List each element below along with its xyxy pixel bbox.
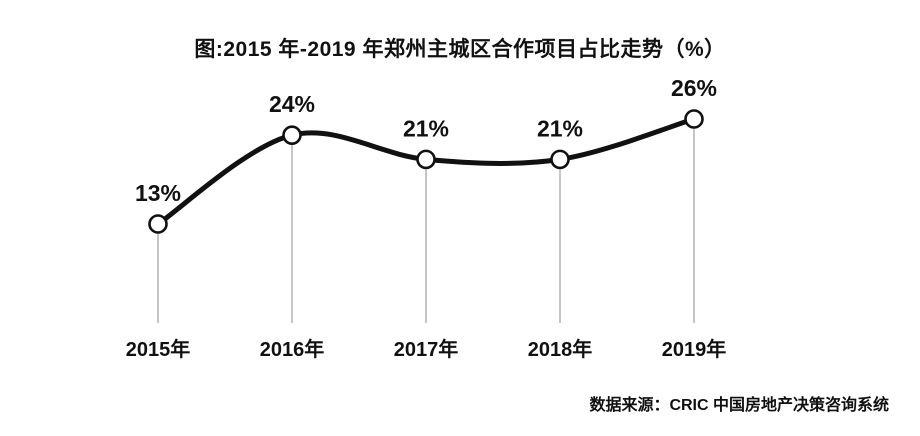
value-label: 26% — [671, 75, 717, 101]
value-label: 13% — [135, 180, 181, 206]
data-point-marker — [550, 149, 570, 170]
x-axis-label: 2019年 — [662, 337, 727, 361]
data-point-marker — [148, 214, 168, 234]
data-source-note: 数据来源：CRIC 中国房地产决策咨询系统 — [589, 397, 889, 414]
data-point-marker — [684, 109, 704, 129]
x-axis-label: 2018年 — [528, 337, 593, 361]
value-label: 21% — [403, 115, 449, 141]
x-axis-label: 2016年 — [260, 337, 325, 361]
data-point-marker — [416, 149, 436, 170]
x-axis-label: 2017年 — [394, 337, 459, 361]
chart-title: 图:2015 年-2019 年郑州主城区合作项目占比走势（%） — [194, 38, 726, 61]
x-axis-label: 2015年 — [126, 337, 191, 361]
value-label: 24% — [269, 91, 315, 117]
data-point-marker — [282, 125, 302, 145]
value-label: 21% — [537, 115, 583, 141]
